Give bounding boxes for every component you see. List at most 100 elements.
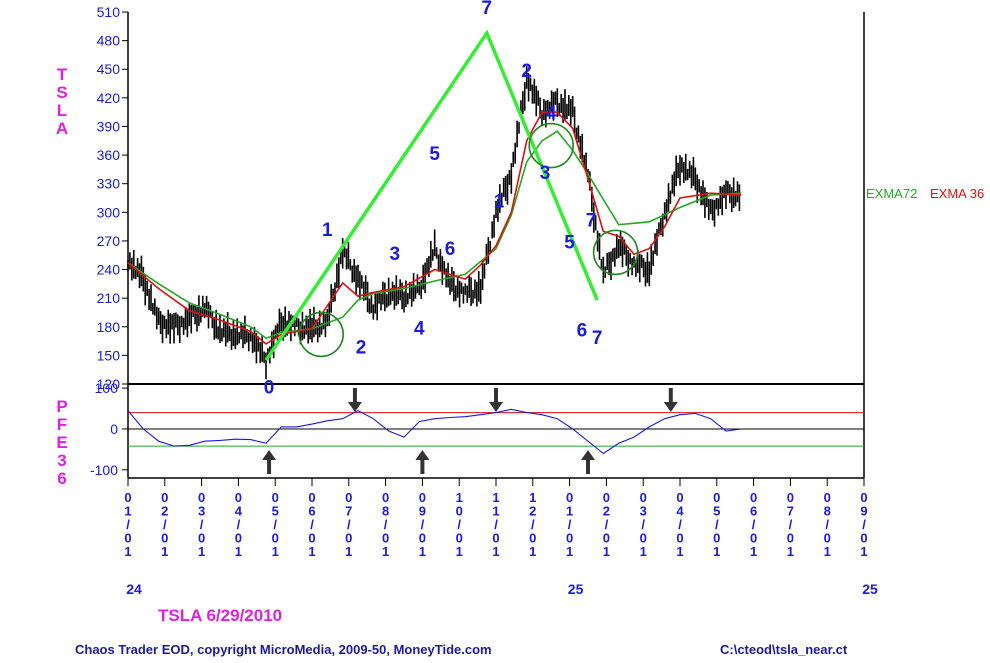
x-year-label: 25 [568, 581, 584, 597]
x-tick-label-char: 0 [492, 531, 499, 546]
price-y-tick-label: 240 [97, 262, 121, 278]
x-tick-label-char: 2 [603, 504, 610, 519]
x-tick-label: 0 1/0 1 [124, 490, 131, 559]
wave-label: 6 [577, 320, 588, 341]
wave-label: 7 [592, 328, 603, 349]
trendline [264, 29, 599, 362]
osc-y-tick-label: 100 [95, 380, 119, 396]
x-tick-label-char: 0 [161, 490, 168, 505]
x-tick-label-char: 7 [787, 504, 794, 519]
x-tick-label-char: / [237, 517, 241, 532]
wave-label: 1 [322, 220, 333, 241]
x-tick-label-char: 0 [860, 531, 867, 546]
x-tick-label-char: 0 [272, 490, 279, 505]
wave-label: 5 [564, 233, 575, 254]
x-tick-label-char: 0 [787, 531, 794, 546]
x-tick-label-char: / [531, 517, 535, 532]
osc-ylabel-char: P [56, 397, 67, 416]
x-tick-label-char: 3 [640, 504, 647, 519]
x-tick-label-char: 0 [640, 531, 647, 546]
x-tick-label-char: 0 [824, 531, 831, 546]
wave-label: 4 [546, 103, 557, 124]
price-y-tick-label: 210 [97, 290, 121, 306]
footer-file-path: C:\cteod\tsla_near.ct [720, 642, 848, 657]
chart-symbol-date: TSLA 6/29/2010 [158, 606, 283, 625]
x-tick-label-char: 0 [235, 490, 242, 505]
x-tick-label-char: 1 [456, 544, 463, 559]
wave-label: 0 [264, 378, 275, 399]
price-y-tick-label: 480 [97, 33, 121, 49]
x-tick-label: 0 9/0 1 [860, 490, 867, 559]
x-tick-label-char: 1 [198, 544, 205, 559]
x-tick-label-char: 1 [419, 544, 426, 559]
x-tick-label-char: / [825, 517, 829, 532]
x-tick-label-char: / [862, 517, 866, 532]
x-tick-label-char: / [273, 517, 277, 532]
arrow-up [415, 450, 430, 474]
x-tick-label-char: 0 [124, 490, 131, 505]
x-tick-label: 0 2/0 1 [161, 490, 168, 559]
price-ylabel-char: A [56, 119, 68, 138]
x-tick-label-char: 1 [750, 544, 757, 559]
wave-label: 4 [414, 318, 425, 339]
x-tick-label-char: / [752, 517, 756, 532]
x-tick-label-char: 4 [235, 504, 243, 519]
x-tick-label-char: 0 [382, 490, 389, 505]
x-tick-label-char: 1 [529, 544, 536, 559]
arrow-down [663, 388, 678, 412]
circle-annotation [592, 229, 639, 276]
x-tick-label-char: 1 [382, 544, 389, 559]
x-tick-label: 1 1/0 1 [492, 490, 499, 559]
x-tick-label-char: 0 [603, 490, 610, 505]
x-tick-label-char: 0 [603, 531, 610, 546]
arrow-down [347, 388, 362, 412]
x-tick-label: 0 9/0 1 [419, 490, 426, 559]
price-y-tick-label: 150 [97, 347, 121, 363]
x-tick-label: 0 4/0 1 [235, 490, 243, 559]
oscillator-arrows [262, 388, 678, 474]
x-tick-label-char: 0 [456, 531, 463, 546]
x-tick-label: 1 0/0 1 [456, 490, 463, 559]
x-tick-label-char: 0 [419, 531, 426, 546]
x-tick-label-char: 1 [235, 544, 242, 559]
x-tick-label-char: 1 [713, 544, 720, 559]
x-tick-label-char: 5 [713, 504, 720, 519]
x-tick-label-char: / [457, 517, 461, 532]
x-tick-label-char: / [421, 517, 425, 532]
x-tick-label: 0 4/0 1 [676, 490, 684, 559]
osc-ylabel-char: E [56, 433, 67, 452]
footer-copyright: Chaos Trader EOD, copyright MicroMedia, … [75, 642, 492, 657]
arrow-up [581, 450, 595, 474]
x-tick-label-char: 1 [308, 544, 315, 559]
wave-label: 2 [521, 61, 532, 82]
wave-label: 3 [540, 163, 551, 184]
x-tick-label-char: 0 [124, 531, 131, 546]
x-tick-label-char: 0 [419, 490, 426, 505]
x-tick-label-char: / [200, 517, 204, 532]
x-tick-label-char: / [678, 517, 682, 532]
wave-label: 5 [429, 144, 440, 165]
x-tick-label: 0 5/0 1 [272, 490, 279, 559]
wave-label: 2 [356, 337, 367, 358]
x-tick-label-char: 1 [492, 490, 499, 505]
x-tick-label: 0 2/0 1 [603, 490, 610, 559]
price-y-tick-label: 450 [97, 61, 121, 77]
price-y-tick-label: 330 [97, 176, 121, 192]
arrow-down [489, 388, 503, 412]
x-tick-label-char: / [568, 517, 572, 532]
oscillator-line [127, 408, 742, 455]
x-tick-label: 0 6/0 1 [750, 490, 757, 559]
x-tick-label-char: 0 [235, 531, 242, 546]
price-y-tick-label: 360 [97, 147, 121, 163]
x-tick-label-char: 1 [161, 544, 168, 559]
x-tick-label-char: 1 [676, 544, 683, 559]
x-tick-label-char: 8 [824, 504, 831, 519]
x-tick-label: 0 3/0 1 [640, 490, 647, 559]
osc-ylabel-char: F [57, 415, 67, 434]
x-tick-label-char: 9 [419, 504, 426, 519]
legend: EXMA72 EXMA 36 [866, 186, 984, 201]
price-y-tick-label: 120 [97, 376, 121, 392]
legend-entry: EXMA72 [866, 186, 917, 201]
series-line-0 [127, 130, 742, 340]
circle-annotations [298, 122, 639, 358]
